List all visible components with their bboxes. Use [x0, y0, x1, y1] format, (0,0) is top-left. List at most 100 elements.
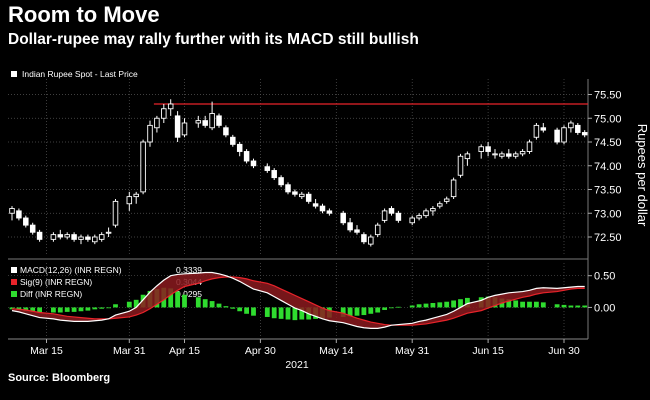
- candle-body-down: [23, 217, 29, 226]
- diff-bar: [182, 294, 187, 308]
- candle-body-up: [450, 179, 457, 198]
- diff-bar: [554, 304, 560, 308]
- signal-line: [11, 276, 585, 326]
- diff-bar: [71, 307, 77, 312]
- diff-bar: [520, 301, 525, 308]
- candle-body-down: [85, 236, 91, 240]
- diff-bar: [51, 307, 56, 313]
- candle-body-down: [554, 129, 560, 143]
- candle-body-down: [292, 191, 298, 195]
- x-tick-label: May 31: [395, 345, 430, 357]
- candle-body-down: [202, 120, 208, 126]
- legend-diff-value: 0.0295: [176, 289, 202, 299]
- candle-body-up: [98, 234, 105, 240]
- candle-body-up: [561, 127, 567, 143]
- candle-body-up: [154, 117, 160, 129]
- candle-body-down: [216, 115, 222, 126]
- price-tick-label: 74.50: [594, 137, 622, 149]
- y-axis-label: Rupees per dollar: [635, 124, 650, 227]
- candle-body-up: [416, 215, 422, 219]
- candle-body-down: [271, 170, 277, 179]
- price-tick-label: 72.50: [594, 232, 622, 244]
- price-tick-label: 74.00: [594, 161, 622, 173]
- chart-title: Room to Move: [8, 2, 160, 27]
- diff-bar: [106, 307, 111, 309]
- diff-bar: [99, 307, 105, 309]
- diff-bar: [389, 307, 394, 309]
- diff-bar: [582, 305, 588, 308]
- candle-body-up: [374, 224, 381, 236]
- candle-body-down: [354, 229, 360, 233]
- legend-macd-value: 0.3339: [176, 265, 202, 275]
- x-tick-label: Apr 15: [169, 345, 200, 357]
- candle-body-down: [16, 210, 22, 219]
- candle-body-up: [140, 141, 146, 193]
- diff-bar: [458, 299, 463, 308]
- diff-bar: [9, 307, 15, 310]
- diff-bar: [409, 305, 415, 308]
- chart-subtitle: Dollar-rupee may rally further with its …: [8, 31, 419, 48]
- diff-bar: [223, 306, 229, 308]
- diff-bar: [175, 291, 180, 308]
- diff-bar: [78, 307, 84, 312]
- diff-bar: [368, 307, 374, 314]
- diff-bar: [133, 299, 139, 308]
- candle-body-up: [464, 153, 471, 160]
- diff-bar: [278, 307, 284, 319]
- candle-body-down: [540, 127, 547, 131]
- diff-bar: [416, 304, 422, 308]
- diff-bar: [430, 302, 436, 308]
- diff-bar: [444, 301, 450, 308]
- candle-body-down: [361, 234, 367, 243]
- candle-body-up: [533, 124, 540, 138]
- candle-body-up: [457, 155, 464, 176]
- candle-body-up: [64, 234, 70, 238]
- diff-bar: [513, 300, 519, 308]
- candle-body-down: [57, 234, 64, 238]
- diff-bar: [113, 304, 118, 308]
- candle-body-down: [395, 212, 402, 221]
- candle-body-down: [305, 193, 312, 202]
- candle-body-up: [92, 236, 98, 243]
- candle-body-up: [195, 120, 202, 124]
- legend-diff-label: Diff (INR REGN): [20, 289, 82, 299]
- diff-bar: [451, 300, 456, 308]
- candle-body-up: [105, 231, 112, 234]
- diff-bar: [57, 307, 63, 313]
- diff-bar: [30, 307, 36, 312]
- diff-bar: [92, 307, 98, 310]
- candle-body-down: [223, 127, 229, 136]
- diff-bar: [347, 307, 353, 317]
- x-axis-year-label: 2021: [285, 359, 309, 371]
- diff-bar: [85, 307, 91, 311]
- candle-body-up: [133, 193, 139, 198]
- candle-body-up: [443, 198, 450, 202]
- diff-bar: [299, 307, 305, 320]
- source-note: Source: Bloomberg: [8, 372, 111, 384]
- diff-bar: [285, 307, 291, 320]
- candle-body-up: [437, 203, 443, 207]
- price-tick-label: 73.00: [594, 208, 622, 220]
- legend-swatch-signal: [11, 279, 17, 285]
- diff-bar: [506, 299, 512, 308]
- diff-bar: [534, 301, 539, 308]
- diff-bar: [64, 307, 70, 312]
- diff-bar: [251, 307, 256, 316]
- candle-body-up: [181, 122, 188, 136]
- legend-macd-label: MACD(12,26) (INR REGN): [20, 265, 122, 275]
- macd-tick-label: 0.50: [594, 271, 615, 283]
- x-tick-label: Mar 15: [30, 345, 63, 357]
- diff-bar: [244, 307, 249, 314]
- diff-bar: [354, 307, 360, 316]
- diff-bar: [126, 301, 132, 308]
- candle-body-up: [512, 153, 519, 157]
- candle-body-up: [126, 196, 133, 205]
- candle-body-down: [312, 203, 319, 207]
- diff-bar: [465, 297, 470, 308]
- candle-body-up: [409, 217, 415, 224]
- diff-bar: [292, 307, 298, 321]
- candle-body-up: [423, 210, 429, 217]
- diff-bar: [527, 301, 532, 308]
- candle-body-down: [243, 151, 250, 162]
